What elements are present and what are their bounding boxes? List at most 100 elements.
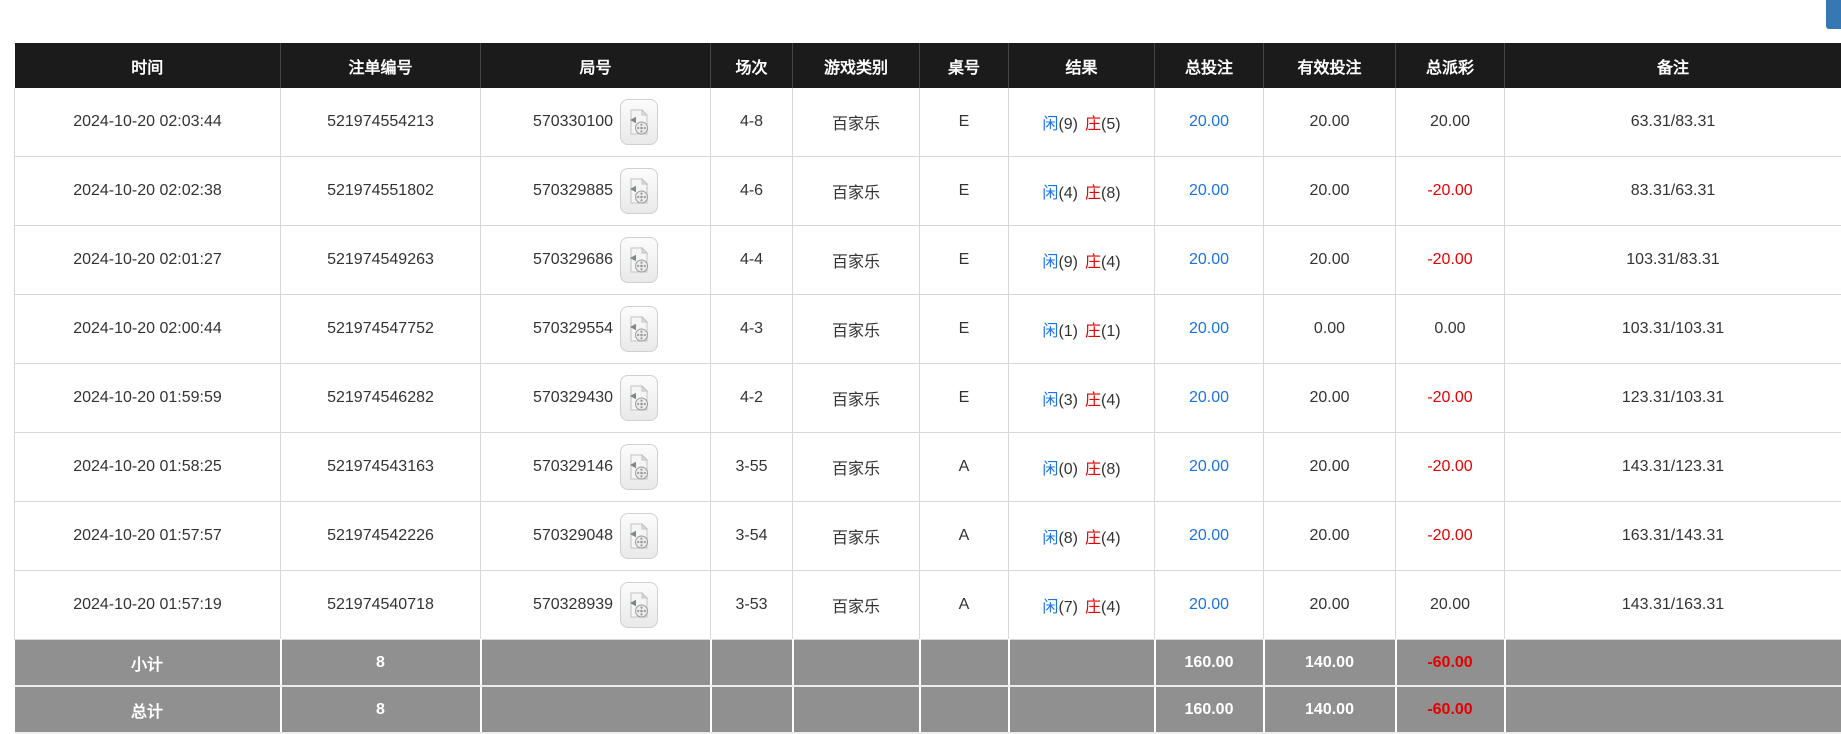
cell-bet-id: 521974547752 [281,295,481,364]
result-banker-label: 庄 [1085,461,1101,478]
result-player-score: (8) [1058,530,1078,547]
result-banker-label: 庄 [1085,599,1101,616]
cell-time: 2024-10-20 01:58:25 [15,433,281,502]
video-replay-icon[interactable] [620,237,658,283]
result-banker-score: (5) [1101,116,1121,133]
column-header-payout: 总派彩 [1396,43,1505,88]
table-row: 2024-10-20 02:01:27 521974549263 5703296… [15,226,1841,295]
cell-total-bet: 20.00 [1155,364,1264,433]
cell-session: 4-8 [711,88,793,157]
result-player-label: 闲 [1042,323,1058,340]
video-replay-icon[interactable] [620,444,658,490]
column-header-table_no: 桌号 [920,43,1009,88]
summary-empty-cell [920,640,1009,687]
column-header-valid_bet: 有效投注 [1264,43,1396,88]
cell-total-bet: 20.00 [1155,88,1264,157]
video-replay-icon[interactable] [620,306,658,352]
cell-session: 4-4 [711,226,793,295]
cell-time: 2024-10-20 01:57:57 [15,502,281,571]
summary-empty-cell [1009,640,1155,687]
summary-row: 小计 8 160.00 140.00 -60.00 [15,640,1841,687]
cell-result: 闲(0)庄(8) [1009,433,1155,502]
cell-round-id: 570329146 [481,433,711,502]
cell-table-no: A [920,433,1009,502]
result-banker-score: (4) [1101,254,1121,271]
video-replay-icon[interactable] [620,582,658,628]
cell-total-bet: 20.00 [1155,157,1264,226]
cell-valid-bet: 20.00 [1264,502,1396,571]
cell-game-type: 百家乐 [793,157,920,226]
summary-empty-cell [711,686,793,733]
cell-round-id: 570329686 [481,226,711,295]
cell-remark: 143.31/163.31 [1505,571,1841,640]
cell-total-bet: 20.00 [1155,433,1264,502]
video-replay-icon[interactable] [620,375,658,421]
table-row: 2024-10-20 01:58:25 521974543163 5703291… [15,433,1841,502]
summary-empty-cell [920,686,1009,733]
cell-session: 3-54 [711,502,793,571]
summary-row: 总计 8 160.00 140.00 -60.00 [15,686,1841,733]
cell-total-bet: 20.00 [1155,502,1264,571]
round-id-text: 570329554 [533,320,613,338]
result-player-label: 闲 [1042,116,1058,133]
cell-game-type: 百家乐 [793,502,920,571]
video-replay-icon[interactable] [620,99,658,145]
cell-bet-id: 521974542226 [281,502,481,571]
cell-payout: 0.00 [1396,295,1505,364]
summary-empty-cell [481,640,711,687]
result-banker-label: 庄 [1085,392,1101,409]
column-header-game_type: 游戏类别 [793,43,920,88]
cell-session: 4-2 [711,364,793,433]
video-replay-icon[interactable] [620,168,658,214]
cell-remark: 83.31/63.31 [1505,157,1841,226]
summary-label: 小计 [15,640,281,687]
cell-round-id: 570329554 [481,295,711,364]
cell-table-no: E [920,157,1009,226]
result-player-label: 闲 [1042,599,1058,616]
result-banker-label: 庄 [1085,116,1101,133]
video-replay-icon[interactable] [620,513,658,559]
result-banker-score: (8) [1101,185,1121,202]
cell-valid-bet: 20.00 [1264,364,1396,433]
cell-round-id: 570329885 [481,157,711,226]
table-row: 2024-10-20 02:00:44 521974547752 5703295… [15,295,1841,364]
result-banker-score: (4) [1101,599,1121,616]
cell-time: 2024-10-20 01:59:59 [15,364,281,433]
cell-time: 2024-10-20 02:00:44 [15,295,281,364]
table-row: 2024-10-20 01:57:57 521974542226 5703290… [15,502,1841,571]
cell-remark: 123.31/103.31 [1505,364,1841,433]
result-player-score: (7) [1058,599,1078,616]
summary-empty-cell [793,640,920,687]
round-id-text: 570330100 [533,113,613,131]
cell-bet-id: 521974546282 [281,364,481,433]
cell-valid-bet: 20.00 [1264,88,1396,157]
result-player-label: 闲 [1042,461,1058,478]
summary-payout: -60.00 [1396,686,1505,733]
cell-bet-id: 521974551802 [281,157,481,226]
cell-payout: 20.00 [1396,571,1505,640]
cell-round-id: 570329430 [481,364,711,433]
cell-time: 2024-10-20 02:02:38 [15,157,281,226]
cell-valid-bet: 0.00 [1264,295,1396,364]
cell-result: 闲(9)庄(4) [1009,226,1155,295]
cell-payout: -20.00 [1396,364,1505,433]
result-banker-score: (4) [1101,530,1121,547]
cell-payout: -20.00 [1396,157,1505,226]
summary-count: 8 [281,640,481,687]
result-player-label: 闲 [1042,254,1058,271]
table-row: 2024-10-20 02:03:44 521974554213 5703301… [15,88,1841,157]
column-header-bet_id: 注单编号 [281,43,481,88]
cell-game-type: 百家乐 [793,364,920,433]
summary-empty-cell [1505,640,1841,687]
result-player-score: (1) [1058,323,1078,340]
clipped-blue-button[interactable] [1826,0,1841,29]
cell-payout: -20.00 [1396,502,1505,571]
round-id-text: 570329048 [533,527,613,545]
table-row: 2024-10-20 01:57:19 521974540718 5703289… [15,571,1841,640]
cell-remark: 143.31/123.31 [1505,433,1841,502]
column-header-round_id: 局号 [481,43,711,88]
cell-game-type: 百家乐 [793,295,920,364]
result-banker-score: (4) [1101,392,1121,409]
table-row: 2024-10-20 02:02:38 521974551802 5703298… [15,157,1841,226]
result-banker-label: 庄 [1085,323,1101,340]
